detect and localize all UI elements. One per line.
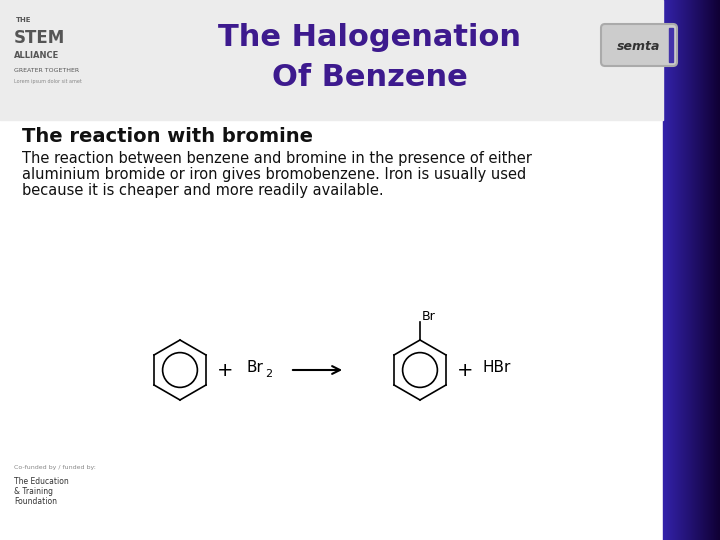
Bar — [674, 0, 675, 540]
Bar — [666, 0, 667, 540]
Bar — [670, 0, 671, 540]
Bar — [690, 0, 691, 540]
Bar — [676, 0, 677, 540]
FancyArrowPatch shape — [293, 366, 340, 374]
Text: semta: semta — [617, 40, 661, 53]
Bar — [682, 0, 683, 540]
Bar — [686, 0, 687, 540]
Bar — [692, 0, 693, 540]
Text: Br: Br — [422, 309, 436, 322]
Text: Co-funded by / funded by:: Co-funded by / funded by: — [14, 465, 96, 470]
Bar — [710, 0, 711, 540]
Bar — [681, 0, 682, 540]
Bar — [696, 0, 697, 540]
Bar — [689, 0, 690, 540]
Bar — [684, 0, 685, 540]
Bar — [714, 0, 715, 540]
Bar — [694, 0, 695, 540]
Bar — [706, 0, 707, 540]
Bar — [677, 0, 678, 540]
Bar — [695, 0, 696, 540]
Text: THE: THE — [16, 17, 32, 23]
Text: Of Benzene: Of Benzene — [272, 64, 468, 92]
Text: Foundation: Foundation — [14, 497, 57, 507]
Bar — [697, 0, 698, 540]
Bar — [672, 0, 673, 540]
Bar — [680, 0, 681, 540]
Bar — [719, 0, 720, 540]
Bar — [669, 28, 673, 62]
Text: The reaction between benzene and bromine in the presence of either: The reaction between benzene and bromine… — [22, 151, 532, 165]
Bar — [708, 0, 709, 540]
Bar — [701, 0, 702, 540]
FancyBboxPatch shape — [601, 24, 677, 66]
Bar — [693, 0, 694, 540]
Text: +: + — [217, 361, 233, 380]
Bar — [711, 0, 712, 540]
Bar — [673, 0, 674, 540]
Text: & Training: & Training — [14, 488, 53, 496]
Bar — [705, 0, 706, 540]
Bar — [679, 0, 680, 540]
Text: +: + — [456, 361, 473, 380]
Bar — [716, 0, 717, 540]
Bar — [713, 0, 714, 540]
Bar — [709, 0, 710, 540]
Text: aluminium bromide or iron gives bromobenzene. Iron is usually used: aluminium bromide or iron gives bromoben… — [22, 166, 526, 181]
Bar — [669, 0, 670, 540]
Bar — [718, 0, 719, 540]
Bar — [717, 0, 718, 540]
Text: The Halogenation: The Halogenation — [218, 24, 521, 52]
Text: GREATER TOGETHER: GREATER TOGETHER — [14, 68, 79, 72]
Text: STEM: STEM — [14, 29, 66, 47]
Bar — [663, 0, 664, 540]
Text: The reaction with bromine: The reaction with bromine — [22, 126, 313, 145]
Bar — [712, 0, 713, 540]
Bar — [687, 0, 688, 540]
Bar — [665, 0, 666, 540]
Bar — [667, 0, 668, 540]
Bar — [691, 0, 692, 540]
Text: The Education: The Education — [14, 477, 68, 487]
Bar — [703, 0, 704, 540]
Bar — [700, 0, 701, 540]
Text: Br: Br — [247, 361, 264, 375]
Bar — [702, 0, 703, 540]
Bar — [698, 0, 699, 540]
Text: 2: 2 — [265, 369, 272, 379]
Text: because it is cheaper and more readily available.: because it is cheaper and more readily a… — [22, 183, 384, 198]
Text: HBr: HBr — [482, 361, 510, 375]
Bar — [683, 0, 684, 540]
Bar — [675, 0, 676, 540]
Bar — [0, 0, 663, 120]
Bar — [715, 0, 716, 540]
Bar — [664, 0, 665, 540]
Bar — [668, 0, 669, 540]
Text: ALLIANCE: ALLIANCE — [14, 51, 59, 59]
Bar — [704, 0, 705, 540]
Bar — [678, 0, 679, 540]
Bar — [685, 0, 686, 540]
Bar — [671, 0, 672, 540]
Bar — [707, 0, 708, 540]
Text: Lorem ipsum dolor sit amet: Lorem ipsum dolor sit amet — [14, 79, 82, 84]
Bar — [699, 0, 700, 540]
Bar — [688, 0, 689, 540]
